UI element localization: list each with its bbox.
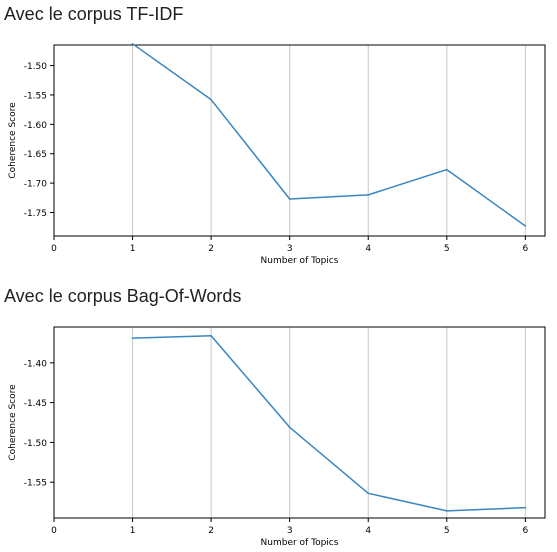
series-line xyxy=(132,335,526,512)
data-point xyxy=(210,98,212,101)
data-point xyxy=(446,510,448,512)
chart-bow: 0 1 2 3 4 5 6 -1.40 -1.45 -1.50 -1.55 Number of Top… xyxy=(8,326,546,548)
x-axis-label: Number of Topics xyxy=(261,538,339,548)
y-tick-label: -1.45 xyxy=(24,399,47,409)
y-tick-label: -1.75 xyxy=(24,209,47,219)
x-tick-label: 5 xyxy=(444,526,450,536)
x-tick-label: 0 xyxy=(51,244,57,254)
x-tick-label: 6 xyxy=(522,244,528,254)
x-tick-label: 3 xyxy=(287,526,293,536)
y-tick-label: -1.70 xyxy=(24,180,48,190)
data-point xyxy=(367,492,370,495)
y-tick-label: -1.55 xyxy=(24,91,47,101)
x-tick-label: 3 xyxy=(287,244,293,254)
x-tick-label: 0 xyxy=(51,526,57,536)
data-point xyxy=(210,334,212,337)
series-line xyxy=(132,43,526,227)
y-tick-label: -1.60 xyxy=(24,121,48,131)
data-point xyxy=(367,194,370,196)
x-tick-label: 1 xyxy=(130,244,136,254)
x-tick-label: 5 xyxy=(444,244,450,254)
y-tick-label: -1.40 xyxy=(24,359,48,369)
data-point xyxy=(446,168,448,171)
data-point xyxy=(524,225,527,227)
y-axis-label: Coherence Score xyxy=(8,384,18,461)
x-tick-label: 4 xyxy=(365,526,371,536)
x-axis-label: Number of Topics xyxy=(261,256,339,266)
y-tick-label: -1.55 xyxy=(24,479,47,489)
data-point xyxy=(524,506,527,509)
y-axis-label: Coherence Score xyxy=(8,102,18,179)
section-title-bow: Avec le corpus Bag-Of-Words xyxy=(4,286,242,306)
data-point xyxy=(288,198,291,200)
data-point xyxy=(131,337,134,339)
x-tick-label: 2 xyxy=(208,526,214,536)
data-point xyxy=(288,426,291,429)
y-tick-label: -1.50 xyxy=(24,439,48,449)
y-tick-label: -1.65 xyxy=(24,150,47,160)
chart-tfidf: 0 1 2 3 4 5 6 -1.50 -1.55 -1.60 -1.65 -1.70 -1.75 Num… xyxy=(8,43,546,266)
x-tick-label: 6 xyxy=(522,526,528,536)
plot-frame xyxy=(53,44,546,237)
y-tick-label: -1.50 xyxy=(24,62,48,72)
x-tick-label: 2 xyxy=(208,244,214,254)
plot-frame xyxy=(53,326,546,519)
x-tick-label: 4 xyxy=(365,244,371,254)
x-tick-label: 1 xyxy=(130,526,136,536)
section-title-tfidf: Avec le corpus TF-IDF xyxy=(4,4,184,24)
data-point xyxy=(131,43,134,45)
